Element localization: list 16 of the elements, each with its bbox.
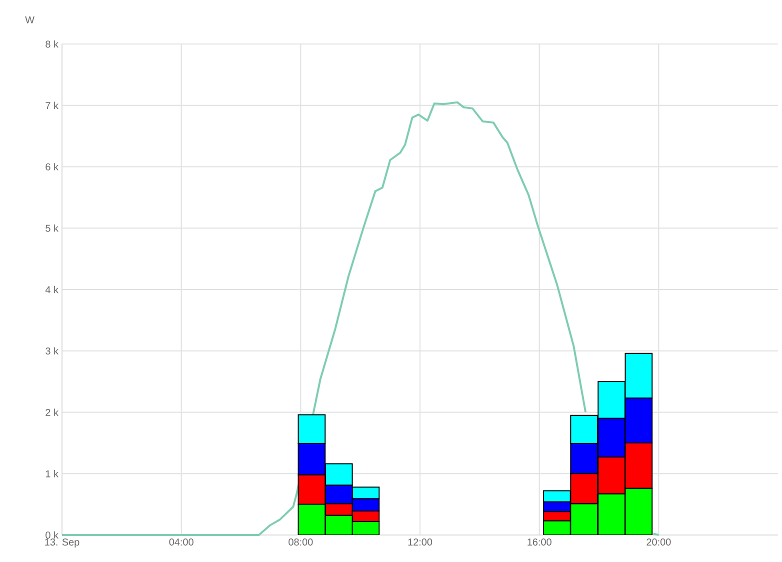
y-tick-label: 7 k — [46, 102, 58, 109]
y-tick-label: 6 k — [46, 163, 58, 170]
y-tick-label: 2 k — [46, 408, 58, 416]
y-tick-label: 0 k — [46, 531, 58, 539]
x-tick-label: 20:00 — [646, 538, 671, 546]
y-axis-title: W — [25, 16, 34, 24]
x-tick-label: 16:00 — [528, 538, 552, 546]
y-tick-label: 5 k — [46, 224, 58, 232]
x-tick-label: 12:00 — [408, 538, 432, 546]
y-tick-label: 4 k — [45, 286, 58, 294]
x-tick-label: 08:00 — [288, 538, 313, 546]
x-tick-label: 13. Sep — [45, 538, 80, 548]
x-tick-label: 04:00 — [169, 538, 194, 546]
y-tick-label: 8 k — [46, 40, 58, 48]
y-tick-label: 1 k — [46, 470, 58, 478]
y-tick-label: 3 k — [46, 347, 58, 355]
